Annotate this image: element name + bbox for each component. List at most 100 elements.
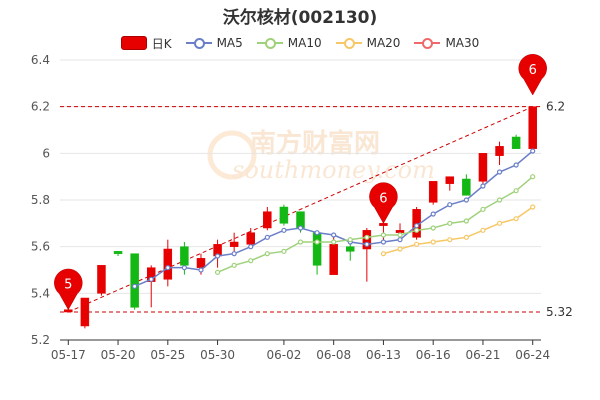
ma20-point: [430, 239, 436, 245]
x-tick-label: 05-25: [150, 348, 185, 362]
legend-item-ma5[interactable]: MA5: [185, 36, 243, 50]
ma5-point: [264, 234, 270, 240]
y-tick-label: 5.8: [31, 193, 50, 207]
ma10-point: [281, 248, 287, 254]
legend-label: MA20: [366, 36, 401, 50]
candle-body: [97, 265, 106, 294]
candle-body: [279, 206, 289, 224]
ma20-point: [513, 216, 519, 222]
y-tick-label: 6.2: [31, 100, 50, 114]
reference-lines: 6.2 5.32: [60, 100, 573, 319]
pin-marker: [369, 182, 398, 224]
x-tick-label: 06-24: [515, 348, 550, 362]
candle-body: [478, 153, 488, 182]
candle-body: [462, 178, 471, 196]
candle-body: [180, 246, 189, 266]
ma10-point: [314, 239, 320, 245]
ma20-point: [463, 234, 469, 240]
candle-body: [163, 248, 173, 280]
ma5-point: [447, 202, 453, 208]
pin-marker: [54, 268, 83, 311]
axes: 5.2 5.4 5.6 5.8 6 6.2 6.4 05-17 05-20 05-25 05-30 0…: [31, 53, 550, 362]
ma5-point: [380, 239, 387, 245]
ma5-point: [331, 232, 337, 238]
ma10-point: [364, 234, 370, 240]
line-swatch-icon: [335, 37, 362, 49]
candle-body: [395, 230, 405, 233]
ma10-point: [513, 188, 519, 194]
ma10-point: [447, 220, 453, 226]
legend-item-ma10[interactable]: MA10: [256, 36, 322, 50]
pin-label: 6: [379, 191, 387, 206]
ma20-point: [480, 227, 486, 233]
legend-item-ma30[interactable]: MA30: [414, 36, 479, 50]
ma5-point: [314, 230, 320, 236]
ma5-point: [496, 169, 503, 175]
candle-body: [528, 106, 537, 149]
ref-low-label: 5.32: [546, 305, 573, 319]
ma5-point: [463, 197, 469, 203]
legend-label: MA10: [287, 36, 322, 50]
ma20-point: [414, 241, 420, 247]
x-tick-label: 06-13: [366, 348, 401, 362]
ma10-point: [214, 269, 221, 275]
candle-body: [428, 181, 438, 203]
x-tick-label: 06-21: [466, 348, 501, 362]
ma10-point: [496, 197, 503, 203]
watermark-text: 南方财富网: [250, 128, 380, 159]
ma20-point: [496, 220, 503, 226]
candle-body: [229, 241, 239, 247]
trend-line: [68, 106, 533, 313]
candle-body: [511, 136, 521, 149]
y-tick-label: 6.4: [31, 53, 50, 67]
x-tick-label: 05-20: [101, 348, 136, 362]
x-tick-label: 06-08: [316, 348, 351, 362]
legend-label: MA30: [445, 36, 480, 50]
x-tick-label: 05-17: [51, 348, 86, 362]
candle-body: [495, 146, 504, 156]
watermark-subtext: southmoney.com: [232, 156, 435, 184]
kline-swatch-icon: [120, 36, 147, 50]
ma10-point: [480, 206, 486, 212]
ma5-point: [181, 265, 187, 271]
ma10-point: [380, 232, 387, 238]
ma5-point: [364, 241, 370, 247]
candle-body: [246, 232, 255, 245]
pin-label: 5: [64, 278, 72, 293]
ma20-point: [397, 246, 403, 252]
ma10-point: [331, 239, 337, 245]
x-tick-label: 06-16: [416, 348, 451, 362]
ma20-point: [380, 251, 387, 257]
candle-body: [312, 232, 322, 266]
ma5-point: [430, 211, 436, 217]
candle-body: [196, 258, 206, 268]
candle-body: [80, 297, 90, 327]
ma5-point: [530, 148, 536, 154]
watermark-logo-icon: [207, 130, 257, 180]
legend-item-kline[interactable]: 日K: [120, 35, 172, 52]
candle-body: [130, 253, 139, 308]
markers: 5 6 6: [54, 54, 547, 311]
ma20-line: [383, 206, 534, 255]
candle-body: [263, 211, 272, 229]
y-tick-label: 5.2: [31, 333, 50, 347]
legend: 日K MA5 MA10 MA20 MA30: [0, 33, 600, 53]
legend-label: 日K: [151, 36, 172, 51]
ref-high-label: 6.2: [546, 100, 565, 114]
legend-item-ma20[interactable]: MA20: [335, 36, 401, 50]
ma5-point: [397, 237, 403, 243]
ma10-point: [231, 262, 237, 268]
ma5-point: [231, 251, 237, 257]
ma10-point: [397, 232, 403, 238]
pin-label: 6: [529, 63, 537, 78]
candle-body: [445, 176, 455, 184]
ma5-point: [148, 276, 154, 282]
ma20-point: [447, 237, 453, 243]
ma5-point: [248, 244, 254, 250]
candle-body: [346, 246, 355, 252]
watermark: 南方财富网 southmoney.com: [207, 128, 435, 184]
ma5-point: [198, 267, 204, 273]
ma10-point: [347, 237, 353, 243]
chart-title: 沃尔核材(002130): [222, 8, 378, 28]
